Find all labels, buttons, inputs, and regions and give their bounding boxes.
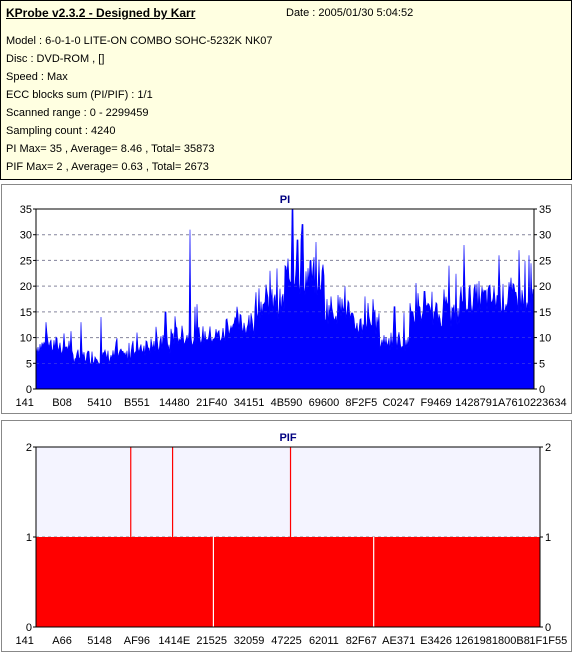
pi-chart: PI 0 0 5 5 10 10 15 15 20 20 25 25 30 30 35 35 141 B08 5410… <box>16 194 567 409</box>
sampling-line: Sampling count : 4240 <box>6 125 116 137</box>
y-tick-label: 2 <box>26 442 32 454</box>
pif-summary-line: PIF Max= 2 , Average= 0.63 , Total= 2673 <box>6 161 209 173</box>
y-tick-label: 35 <box>20 204 32 216</box>
x-tick-label: 32059 <box>234 635 265 647</box>
chart-title: PIF <box>279 432 296 444</box>
y-tick-label-right: 30 <box>539 230 551 242</box>
y-tick-label-right: 5 <box>539 358 545 370</box>
x-tick-label: E3426 <box>420 635 452 647</box>
pi-summary-line: PI Max= 35 , Average= 8.46 , Total= 3587… <box>6 143 215 155</box>
pi-chart-panel: PI 0 0 5 5 10 10 15 15 20 20 25 25 30 30 35 35 141 B08 5410… <box>1 184 572 414</box>
x-tick-label: 141 <box>16 635 34 647</box>
ecc-line: ECC blocks sum (PI/PIF) : 1/1 <box>6 89 153 101</box>
plot-border <box>35 446 541 628</box>
plot-border <box>35 208 535 390</box>
x-tick-label: 5148 <box>87 635 111 647</box>
x-tick-label: 5410 <box>87 397 111 409</box>
y-tick-label-right: 1 <box>545 532 551 544</box>
x-tick-label: 21F40 <box>196 397 227 409</box>
y-tick-label-right: 2 <box>545 442 551 454</box>
app-title: KProbe v2.3.2 - Designed by Karr <box>6 6 196 20</box>
range-line: Scanned range : 0 - 2299459 <box>6 107 149 119</box>
x-tick-label: C0247 <box>382 397 414 409</box>
x-tick-label: 1414E <box>158 635 190 647</box>
x-tick-label: AF96 <box>124 635 150 647</box>
pif-chart-panel: PIF 0 0 1 1 2 2 141 A66 5148 AF96 1414E 21525 32059 47… <box>1 420 572 652</box>
y-tick-label-right: 0 <box>539 384 545 396</box>
info-panel: KProbe v2.3.2 - Designed by Karr Date : … <box>0 0 572 180</box>
y-tick-label: 5 <box>26 358 32 370</box>
x-tick-label: 142879 <box>455 397 492 409</box>
y-tick-label: 20 <box>20 281 32 293</box>
speed-line: Speed : Max <box>6 71 68 83</box>
x-tick-label: 62011 <box>309 635 339 647</box>
x-tick-label: AE371 <box>382 635 415 647</box>
y-tick-label: 0 <box>26 622 32 634</box>
x-tick-label: 141 <box>16 397 34 409</box>
x-tick-label: 1A7610 <box>492 397 530 409</box>
y-tick-label-right: 35 <box>539 204 551 216</box>
x-tick-label: B551 <box>124 397 150 409</box>
disc-line: Disc : DVD-ROM , [] <box>6 53 105 65</box>
x-tick-label: 21525 <box>196 635 227 647</box>
scan-date: Date : 2005/01/30 5:04:52 <box>286 7 414 19</box>
y-tick-label: 25 <box>20 255 32 267</box>
x-tick-label: 14480 <box>159 397 190 409</box>
model-line: Model : 6-0-1-0 LITE-ON COMBO SOHC-5232K… <box>6 35 273 47</box>
x-tick-label: 82F67 <box>346 635 377 647</box>
y-tick-label-right: 15 <box>539 307 551 319</box>
y-tick-label: 15 <box>20 307 32 319</box>
pif-chart: PIF 0 0 1 1 2 2 141 A66 5148 AF96 1414E 21525 32059 47… <box>16 432 568 647</box>
x-tick-label: 69600 <box>309 397 340 409</box>
x-tick-label: 47225 <box>271 635 302 647</box>
chart-title: PI <box>280 194 290 206</box>
y-tick-label: 10 <box>20 333 32 345</box>
y-tick-label-right: 10 <box>539 333 551 345</box>
y-tick-label-right: 0 <box>545 622 551 634</box>
y-tick-label-right: 25 <box>539 255 551 267</box>
x-tick-label: F9469 <box>420 397 451 409</box>
x-tick-label: 126198 <box>455 635 492 647</box>
x-tick-label: 1F1F55 <box>529 635 567 647</box>
pif-series-area <box>36 537 540 627</box>
y-tick-label: 30 <box>20 230 32 242</box>
y-tick-label-right: 20 <box>539 281 551 293</box>
x-tick-label: 223634 <box>530 397 567 409</box>
x-tick-label: B08 <box>52 397 72 409</box>
x-tick-label: A66 <box>52 635 72 647</box>
x-tick-label: 34151 <box>234 397 265 409</box>
pi-series-area <box>35 208 535 390</box>
x-tick-label: 8F2F5 <box>345 397 377 409</box>
x-tick-label: 4B590 <box>271 397 303 409</box>
y-tick-label: 0 <box>26 384 32 396</box>
x-tick-label: 1800B8 <box>492 635 530 647</box>
y-tick-label: 1 <box>26 532 32 544</box>
